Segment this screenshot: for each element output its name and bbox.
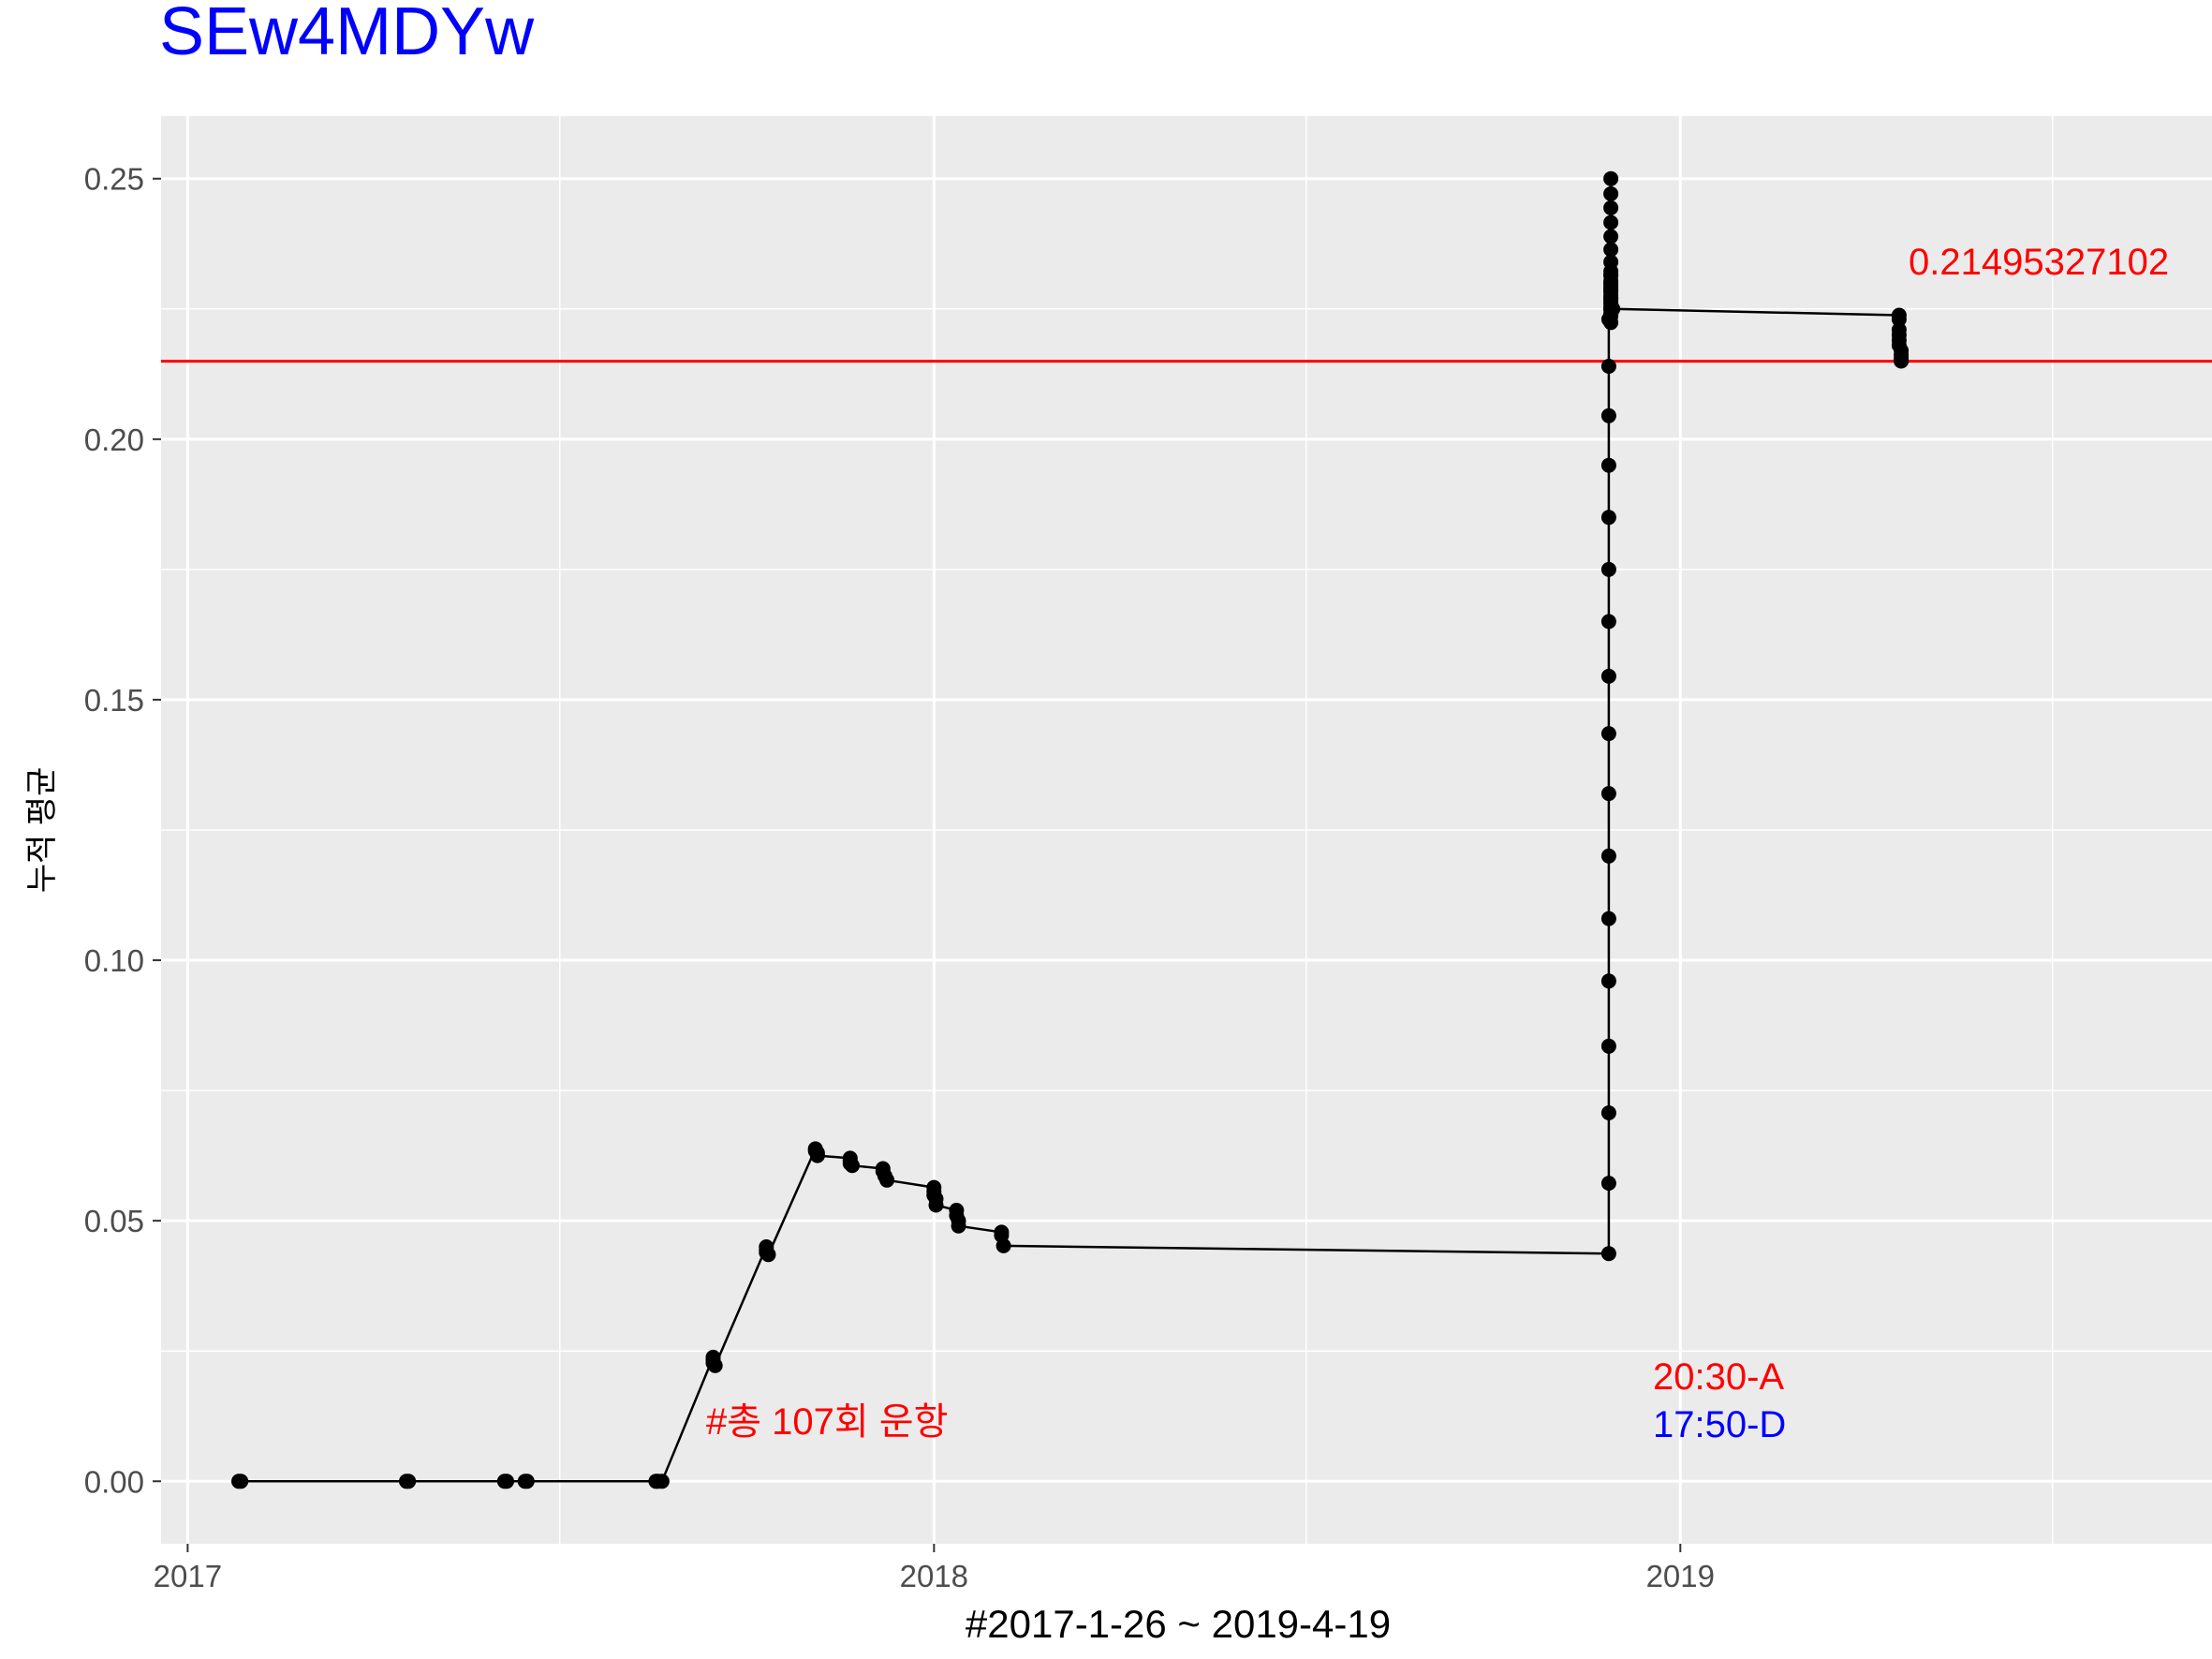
series-group — [231, 170, 1910, 1489]
y-tick-label: 0.15 — [84, 683, 144, 718]
data-point — [1600, 614, 1616, 630]
y-tick-label: 0.20 — [84, 422, 144, 457]
data-point — [1600, 973, 1616, 989]
data-point — [1600, 1176, 1616, 1192]
y-tick-label: 0.25 — [84, 162, 144, 197]
data-point — [845, 1158, 860, 1174]
departure-time-label: 17:50-D — [1653, 1404, 1786, 1445]
data-point — [1603, 215, 1619, 230]
x-tick-label: 2019 — [1646, 1559, 1715, 1593]
y-tick-label: 0.05 — [84, 1204, 144, 1238]
data-point — [499, 1474, 514, 1489]
data-point — [1600, 786, 1616, 802]
data-point — [1603, 200, 1619, 215]
data-point — [401, 1474, 417, 1489]
data-point — [1603, 185, 1619, 201]
data-point — [1600, 561, 1616, 577]
data-point — [1600, 911, 1616, 926]
data-point — [1600, 407, 1616, 423]
data-point — [1894, 353, 1910, 369]
data-point — [1600, 510, 1616, 526]
chart-title: SEw4MDYw — [159, 0, 535, 69]
arrival-time-label: 20:30-A — [1653, 1356, 1784, 1398]
data-point — [1605, 301, 1621, 317]
x-tick-label: 2017 — [154, 1559, 222, 1593]
data-point — [1600, 1105, 1616, 1120]
data-point — [654, 1474, 670, 1489]
x-axis-title: #2017-1-26 ~ 2019-4-19 — [966, 1602, 1391, 1646]
grid-lines — [161, 116, 2212, 1544]
data-point — [233, 1474, 249, 1489]
data-point — [1600, 359, 1616, 374]
flight-count-label: #총 107회 운항 — [706, 1401, 948, 1443]
data-point — [1603, 170, 1619, 186]
data-point — [707, 1357, 723, 1373]
axes-group: 0.00 0.05 0.10 0.15 0.20 0.25 2017 2018 2019 — [84, 162, 1715, 1593]
data-point — [995, 1237, 1011, 1253]
data-point — [1600, 668, 1616, 684]
data-point — [1603, 229, 1619, 244]
data-point — [519, 1474, 535, 1489]
data-point — [1600, 726, 1616, 742]
data-point — [879, 1172, 895, 1188]
y-tick-label: 0.10 — [84, 943, 144, 978]
data-point — [1603, 242, 1619, 258]
data-point — [809, 1148, 825, 1163]
data-point — [1600, 457, 1616, 473]
data-point — [1600, 1038, 1616, 1054]
data-point — [1600, 1246, 1616, 1262]
y-tick-label: 0.00 — [84, 1464, 144, 1499]
data-point — [1600, 848, 1616, 864]
data-point — [951, 1218, 966, 1234]
data-point — [928, 1197, 944, 1213]
y-axis-title: 누적 평균 — [24, 767, 60, 894]
data-point — [1891, 311, 1907, 327]
reference-value-label: 0.21495327102 — [1909, 242, 2169, 283]
data-point — [760, 1247, 776, 1263]
x-tick-label: 2018 — [900, 1559, 968, 1593]
